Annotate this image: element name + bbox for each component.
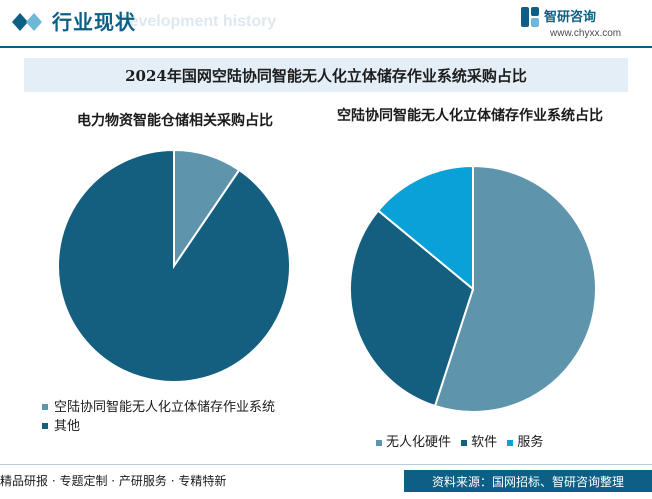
left-pie-chart xyxy=(56,148,292,384)
legend-item: 服务 xyxy=(507,431,543,450)
legend-label: 软件 xyxy=(471,435,497,450)
footer-source: 资料来源：国网招标、智研咨询整理 xyxy=(404,473,652,490)
footer-divider xyxy=(0,464,652,465)
legend-label: 服务 xyxy=(517,435,543,450)
logo-url: www.chyxx.com xyxy=(550,28,621,39)
right-chart-legend: 无人化硬件 软件 服务 xyxy=(376,431,549,450)
legend-label: 其他 xyxy=(54,419,80,434)
banner: 2024年国网空陆协同智能无人化立体储存作业系统采购占比 xyxy=(24,58,628,92)
header: Development history 行业现状 智研咨询 www.chyxx.… xyxy=(0,0,652,46)
legend-item: 无人化硬件 xyxy=(376,431,451,450)
right-chart-title: 空陆协同智能无人化立体储存作业系统占比 xyxy=(330,106,610,126)
footer-services: 精品研报 · 专题定制 · 产研服务 · 专精特新 xyxy=(0,472,226,489)
right-pie-chart xyxy=(348,164,598,414)
left-chart-title: 电力物资智能仓储相关采购占比 xyxy=(40,111,310,131)
logo: 智研咨询 www.chyxx.com xyxy=(520,4,645,44)
legend-label: 空陆协同智能无人化立体储存作业系统 xyxy=(54,400,275,415)
legend-swatch xyxy=(376,440,382,446)
legend-swatch xyxy=(461,440,467,446)
header-divider xyxy=(0,46,652,48)
logo-name: 智研咨询 xyxy=(544,6,596,25)
banner-title: 2024年国网空陆协同智能无人化立体储存作业系统采购占比 xyxy=(24,65,628,86)
header-diamond-icon xyxy=(12,12,46,32)
legend-swatch xyxy=(42,404,48,410)
page-title: 行业现状 xyxy=(52,6,136,35)
legend-item: 软件 xyxy=(461,431,497,450)
brand-logo-icon xyxy=(520,6,540,28)
legend-label: 无人化硬件 xyxy=(386,435,451,450)
pie-slice xyxy=(58,150,290,382)
legend-item: 其他 xyxy=(42,417,327,436)
legend-swatch xyxy=(507,440,513,446)
legend-swatch xyxy=(42,423,48,429)
footer-source-bar: 资料来源：国网招标、智研咨询整理 xyxy=(404,470,652,492)
page-subtitle: Development history xyxy=(118,13,276,31)
legend-item: 空陆协同智能无人化立体储存作业系统 xyxy=(42,398,327,417)
left-chart-legend: 空陆协同智能无人化立体储存作业系统 其他 xyxy=(42,398,327,436)
